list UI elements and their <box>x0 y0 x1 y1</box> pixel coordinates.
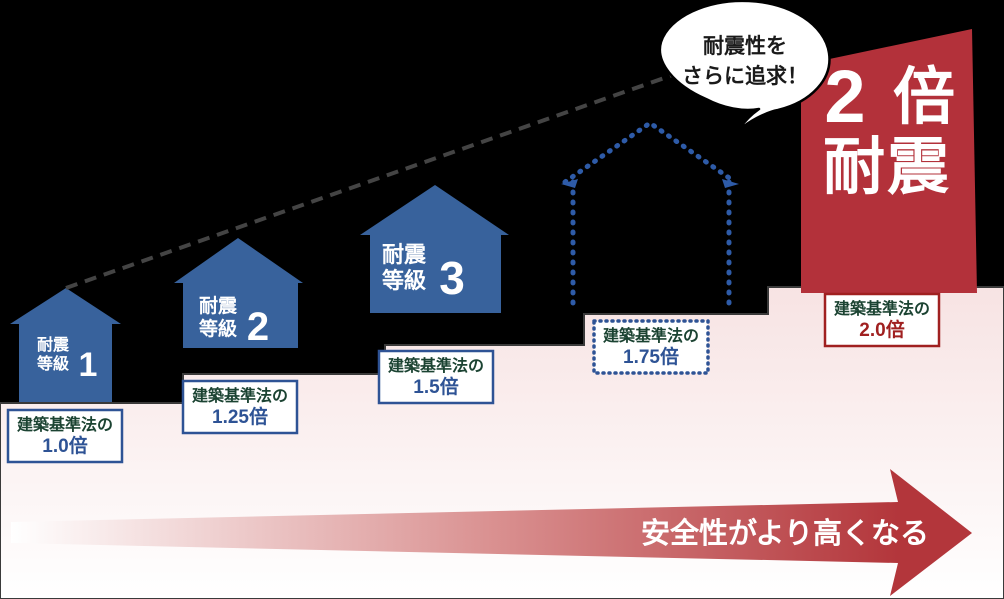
svg-text:2: 2 <box>247 305 269 349</box>
svg-text:建築基準法の: 建築基準法の <box>192 386 288 405</box>
svg-text:耐震: 耐震 <box>382 242 427 267</box>
svg-text:1.75倍: 1.75倍 <box>623 345 679 368</box>
svg-text:耐震性を: 耐震性を <box>703 34 787 58</box>
svg-text:さらに追求！: さらに追求！ <box>682 64 808 88</box>
svg-text:2.0倍: 2.0倍 <box>859 318 904 341</box>
svg-text:耐震: 耐震 <box>37 335 70 354</box>
svg-text:等級: 等級 <box>198 317 237 340</box>
svg-text:1: 1 <box>79 346 98 384</box>
svg-text:等級: 等級 <box>36 354 69 373</box>
svg-text:耐震: 耐震 <box>199 295 238 317</box>
svg-text:倍: 倍 <box>893 63 957 132</box>
svg-text:安全性がより高くなる: 安全性がより高くなる <box>641 516 929 550</box>
svg-text:建築基準法の: 建築基準法の <box>603 326 699 345</box>
svg-text:1.25倍: 1.25倍 <box>212 405 268 428</box>
svg-text:耐震: 耐震 <box>823 133 951 202</box>
svg-text:3: 3 <box>439 252 465 304</box>
svg-text:建築基準法の: 建築基準法の <box>17 415 113 434</box>
svg-text:1.5倍: 1.5倍 <box>413 375 458 398</box>
svg-text:1.0倍: 1.0倍 <box>42 434 87 457</box>
svg-text:建築基準法の: 建築基準法の <box>834 299 930 318</box>
svg-text:2: 2 <box>824 55 865 138</box>
svg-text:等級: 等級 <box>382 268 426 293</box>
svg-text:建築基準法の: 建築基準法の <box>388 356 484 375</box>
